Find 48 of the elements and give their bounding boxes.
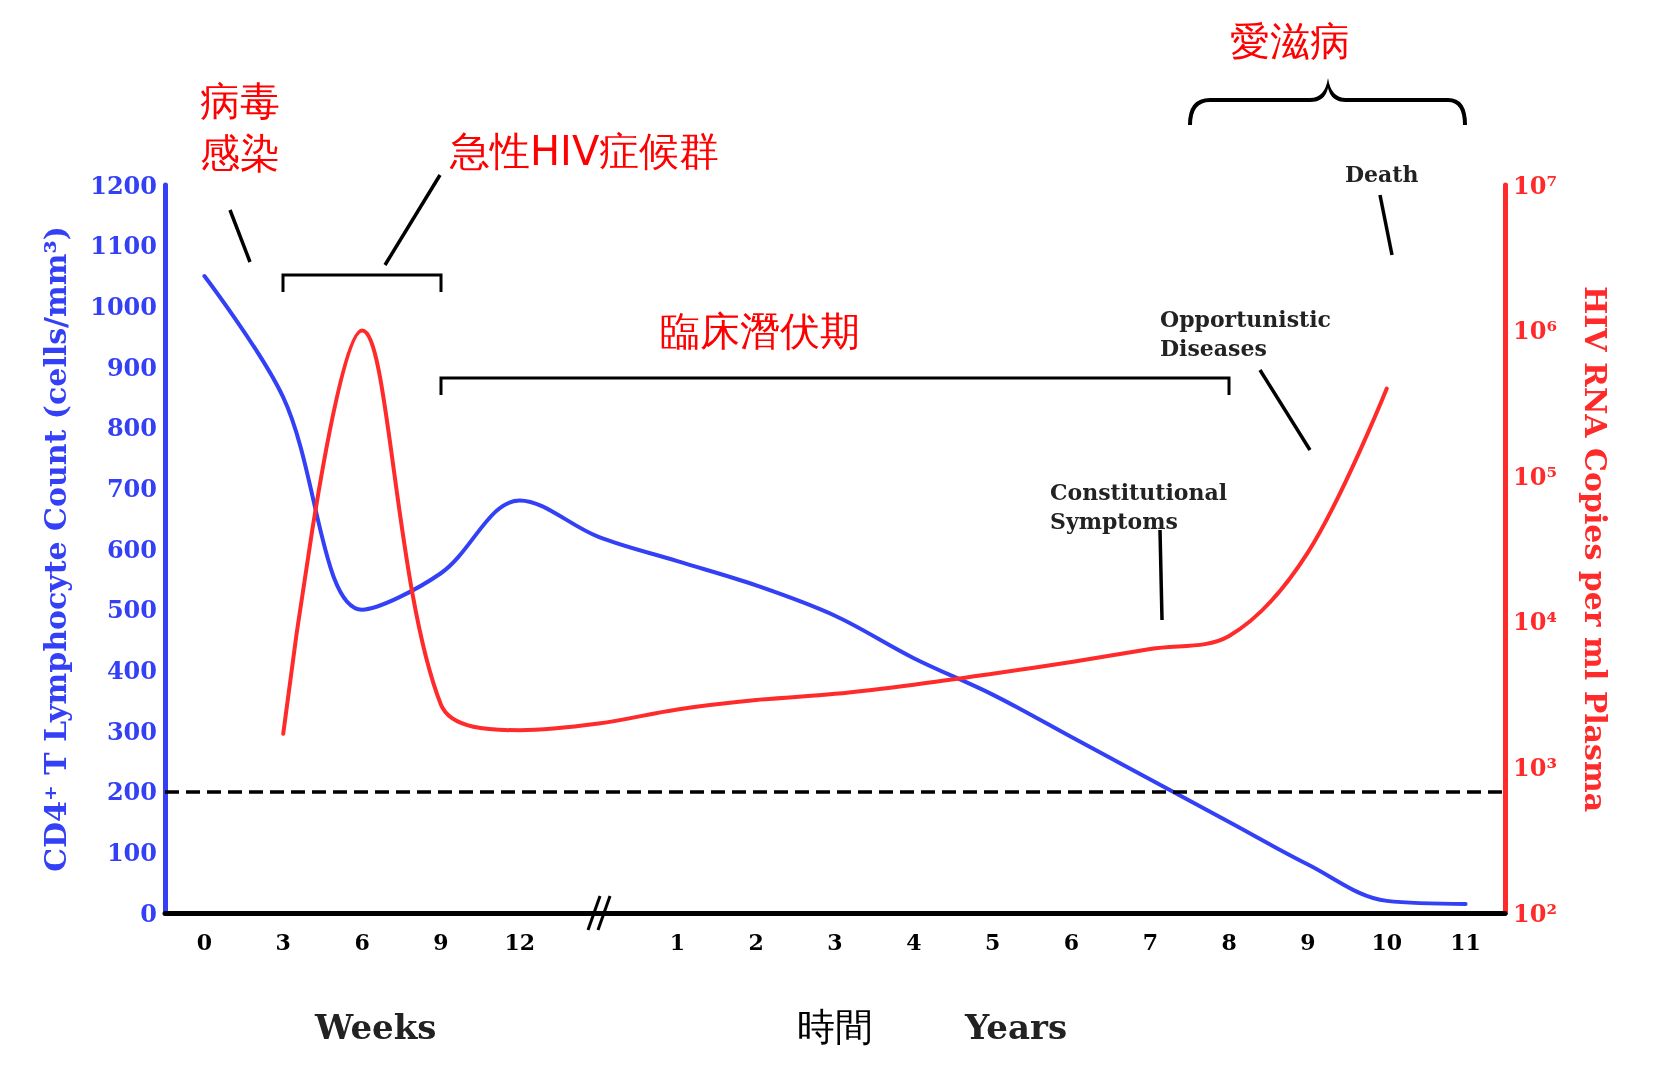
annotation: 臨床潛伏期 bbox=[660, 308, 860, 354]
x-tick-label: 3 bbox=[275, 929, 291, 955]
x-tick-label: 11 bbox=[1450, 929, 1481, 955]
y2-tick-label: 10² bbox=[1513, 898, 1557, 928]
line-series bbox=[202, 274, 1468, 906]
x-tick-label: 6 bbox=[354, 929, 370, 955]
x-tick-label: 1 bbox=[669, 929, 686, 955]
text: 急性HIV症候群 bbox=[449, 128, 720, 174]
x-tick-label: 0 bbox=[196, 929, 213, 955]
x-tick-label: 9 bbox=[1300, 929, 1316, 955]
x-tick-label: 6 bbox=[1063, 929, 1080, 955]
x-tick-label: 7 bbox=[1142, 929, 1158, 955]
y2-tick-label: 10⁷ bbox=[1513, 170, 1557, 200]
x-tick-label: 9 bbox=[433, 929, 449, 955]
y2-tick-label: 10⁶ bbox=[1513, 316, 1557, 346]
y-tick-label: 500 bbox=[106, 595, 157, 625]
y-tick-label: 0 bbox=[140, 898, 157, 928]
y-tick-label: 700 bbox=[106, 473, 157, 503]
x-tick-label: 5 bbox=[984, 929, 1001, 955]
annotation: Opportunistic Diseases bbox=[1160, 306, 1332, 361]
y-tick-label: 400 bbox=[106, 655, 157, 685]
y2-tick-label: 10³ bbox=[1513, 752, 1557, 782]
x-tick-label: 4 bbox=[906, 929, 922, 955]
x-tick-label: 12 bbox=[504, 929, 536, 955]
x-tick-label: 10 bbox=[1371, 929, 1403, 955]
text: 病毒感染 bbox=[200, 78, 280, 176]
y-tick-label: 200 bbox=[106, 777, 157, 807]
y2-axis-title: HIV RNA Copies per ml Plasma bbox=[1577, 285, 1613, 813]
x-tick-label: 8 bbox=[1221, 929, 1237, 955]
y-tick-label: 1000 bbox=[90, 291, 157, 321]
y-tick-label: 600 bbox=[106, 534, 157, 564]
x-axis-title: 時間 bbox=[797, 1005, 873, 1049]
y-tick-label: 800 bbox=[106, 413, 157, 443]
y-axis-title: CD4⁺ T Lymphocyte Count (cells/mm³) bbox=[37, 226, 73, 872]
y2-tick-label: 10⁴ bbox=[1513, 607, 1557, 637]
x-tick-label: 2 bbox=[748, 929, 764, 955]
y-tick-label: 300 bbox=[106, 716, 157, 746]
y2-tick-label: 10⁵ bbox=[1513, 461, 1557, 491]
text: Weeks bbox=[314, 1007, 437, 1048]
annotation: Death bbox=[1345, 161, 1419, 188]
y-tick-label: 100 bbox=[106, 837, 157, 867]
y-tick-label: 1200 bbox=[90, 170, 157, 200]
text: 愛滋病 bbox=[1230, 18, 1350, 64]
x-tick-label: 3 bbox=[827, 929, 843, 955]
y-tick-label: 900 bbox=[106, 352, 157, 382]
annotation: Constitutional Symptoms bbox=[1050, 479, 1228, 534]
text: Years bbox=[964, 1007, 1068, 1048]
y-tick-label: 1100 bbox=[90, 231, 157, 261]
